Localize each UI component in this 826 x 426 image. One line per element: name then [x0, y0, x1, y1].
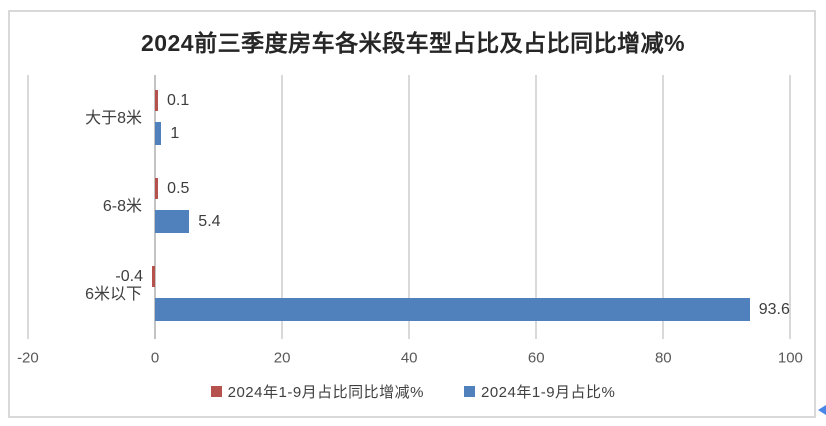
chart-title: 2024前三季度房车各米段车型占比及占比同比增减% [140, 30, 686, 56]
x-tick-label: 100 [777, 349, 803, 367]
value-label: 1 [170, 124, 180, 142]
gridline [26, 75, 29, 339]
zero-axis-line [154, 75, 156, 339]
chart-frame [8, 10, 816, 418]
value-label: -0.4 [115, 267, 143, 285]
gridline [662, 75, 665, 339]
legend-marker-icon [464, 385, 475, 397]
x-tick-label: -20 [17, 349, 39, 367]
x-tick-label: 60 [527, 349, 545, 367]
legend-label: 2024年1-9月占比同比增减% [227, 383, 424, 401]
legend: 2024年1-9月占比同比增减% 2024年1-9月占比% [8, 380, 818, 402]
legend-item-share: 2024年1-9月占比% [464, 381, 615, 402]
legend-item-yoy-delta: 2024年1-9月占比同比增减% [210, 381, 424, 402]
value-label: 0.1 [167, 91, 190, 109]
category-label: 6米以下 [85, 286, 142, 303]
gridline [281, 75, 284, 339]
legend-marker-icon [210, 385, 222, 397]
x-tick-label: 20 [273, 349, 291, 367]
x-tick-label: 80 [654, 349, 672, 367]
x-tick-label: 0 [150, 349, 160, 367]
bar-yoy-delta [155, 90, 158, 111]
value-label: 93.6 [758, 300, 790, 318]
corner-marker-icon [818, 405, 826, 415]
gridline [535, 75, 538, 339]
value-label: 5.4 [198, 212, 221, 230]
gridline [408, 75, 411, 339]
value-label: 0.5 [167, 179, 190, 197]
bar-share [155, 122, 162, 145]
bar-yoy-delta [155, 178, 159, 199]
x-tick-label: 40 [400, 349, 418, 367]
bar-yoy-delta [152, 266, 155, 287]
bar-share [155, 298, 750, 321]
category-label: 大于8米 [85, 110, 142, 127]
bar-share [155, 210, 190, 233]
category-label: 6-8米 [102, 198, 142, 215]
legend-label: 2024年1-9月占比% [481, 383, 616, 401]
gridline [789, 75, 792, 339]
